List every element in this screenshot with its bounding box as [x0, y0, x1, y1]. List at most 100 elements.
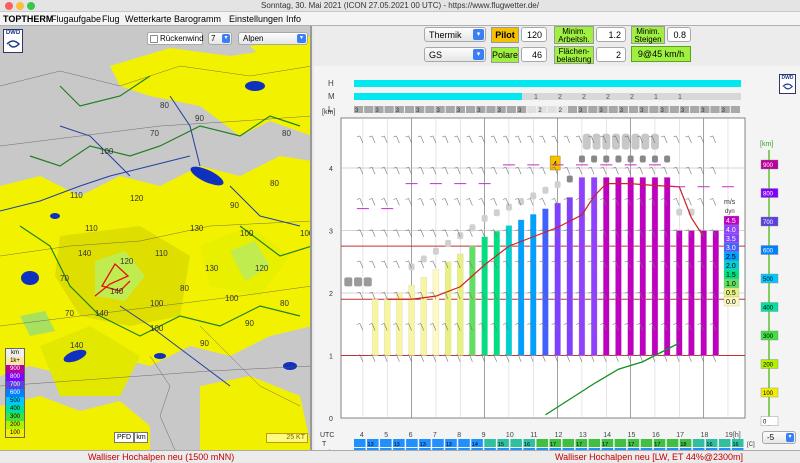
steigen-input[interactable]: 0.8 — [667, 27, 691, 42]
x-tick-label: 13 — [579, 432, 587, 439]
temp-cell — [627, 439, 640, 447]
temp-value: 13 — [394, 442, 400, 448]
cloud-low-value: 3 — [640, 108, 644, 114]
temp-cell — [419, 439, 431, 447]
pfd-label: PFD — [117, 434, 131, 441]
menu-barogramm[interactable]: Barogramm — [174, 14, 222, 24]
pilot-input[interactable]: 120 — [521, 27, 547, 42]
time-marker[interactable] — [549, 155, 561, 171]
wind-barb — [405, 323, 412, 331]
wind-barb — [417, 166, 425, 175]
cloud-low-cell — [415, 106, 425, 113]
wind-barb — [636, 354, 644, 362]
right-axis-label: 800 — [763, 192, 774, 198]
meteogram-panel: Thermik ▾ GS ▾ Pilot 120 Polare 46 Minim… — [314, 26, 800, 452]
wind-barb — [539, 354, 546, 362]
region-select[interactable]: Alpen ▾ — [238, 32, 308, 45]
menu-wetterkarte[interactable]: Wetterkarte — [125, 14, 172, 24]
chevron-down-icon: ▾ — [786, 433, 794, 442]
wind-barb — [466, 291, 473, 300]
cloud-low-value: 3 — [416, 108, 420, 114]
contour-label: 80 — [160, 101, 169, 110]
menu-flugaufgabe[interactable]: Flugaufgabe — [51, 14, 102, 24]
wind-barb — [624, 166, 631, 175]
right-axis-label: 700 — [763, 220, 774, 226]
wind-barb — [673, 354, 680, 362]
x-tick-label: 8 — [457, 432, 461, 439]
level-value: 7 — [211, 34, 216, 43]
wind-barb — [441, 354, 449, 362]
temp-value: 17 — [628, 442, 634, 448]
wind-barb — [527, 135, 534, 144]
menu-flug[interactable]: Flug — [102, 14, 120, 24]
wind-barb — [441, 166, 449, 175]
flaechen-input[interactable]: 2 — [596, 47, 626, 62]
pfd-toggle[interactable]: PFD — [114, 432, 134, 443]
cloud-low-cell — [455, 106, 466, 113]
wind-barb — [624, 135, 631, 144]
offset-value: -5 — [767, 433, 775, 442]
wind-barb — [612, 260, 619, 269]
glider-select[interactable]: GS ▾ — [424, 47, 486, 62]
km-toggle[interactable]: km — [134, 432, 148, 443]
cloud-low-value: 3 — [518, 108, 522, 114]
level-select[interactable]: 7 ▾ — [208, 32, 232, 45]
wind-barb — [393, 323, 400, 331]
wind-barb — [624, 291, 631, 300]
temp-value: 17 — [550, 442, 556, 448]
zoom-window-icon[interactable] — [27, 2, 35, 10]
menu-einstellungen[interactable]: Einstellungen — [229, 14, 284, 24]
cloud-low-cell — [700, 106, 710, 113]
temp-cell — [549, 439, 562, 447]
polare-label: Polare — [491, 47, 519, 63]
wind-barb — [612, 354, 619, 362]
offset-select[interactable]: -5 ▾ — [762, 431, 796, 444]
wind-barb — [368, 229, 376, 237]
right-axis-label: 0 — [763, 420, 767, 426]
contour-label: 100 — [300, 229, 312, 238]
cloud-cap — [505, 203, 512, 211]
wind-barb — [685, 260, 692, 269]
wind-barb — [600, 198, 607, 206]
close-window-icon[interactable] — [5, 2, 13, 10]
legend-item: 800 — [6, 373, 24, 381]
right-axis-label: 300 — [763, 334, 774, 340]
km-label: km — [136, 434, 146, 441]
right-axis-swatch — [760, 416, 779, 426]
wind-barb — [648, 198, 656, 206]
wind-barb — [515, 198, 522, 206]
cloud-low-cell — [679, 106, 690, 113]
wind-barb — [478, 198, 485, 206]
weather-map[interactable]: 80 90 100 110 120 130 140 100 80 70 110 140 120 90 80 7… — [0, 26, 312, 450]
cloud-low-cell — [618, 106, 628, 113]
result-display: 9@45 km/h — [631, 46, 691, 62]
cloud-mid-bar — [354, 93, 522, 100]
minimize-window-icon[interactable] — [16, 2, 24, 10]
menu-info[interactable]: Info — [286, 14, 302, 24]
wind-barb — [588, 291, 595, 300]
y-tick-label: 0 — [329, 416, 333, 423]
arbeitsh-input[interactable]: 1.2 — [596, 27, 626, 42]
wind-barb — [624, 354, 631, 362]
contour-label: 80 — [280, 299, 289, 308]
legend-item: 1k+ — [6, 357, 24, 365]
wind-barb — [551, 260, 558, 269]
polare-input[interactable]: 46 — [521, 47, 547, 62]
wind-barb — [429, 198, 437, 206]
cloud-low-cell — [557, 106, 567, 113]
rueckenwind-option[interactable]: Rückenwind — [147, 32, 204, 45]
rueckenwind-checkbox[interactable] — [150, 35, 158, 43]
thermal-column — [505, 225, 513, 356]
mode-select[interactable]: Thermik ▾ — [424, 27, 486, 42]
wind-barb — [478, 354, 485, 362]
wind-barb — [539, 291, 546, 300]
wind-barb — [600, 323, 607, 331]
cloud-low-cell — [567, 106, 578, 113]
wind-barb — [600, 229, 607, 237]
wind-barb — [673, 166, 680, 175]
thermal-column — [578, 177, 586, 356]
climb-unit: m/s — [724, 199, 736, 206]
menu-topthem[interactable]: TOPTHERM — [3, 14, 54, 24]
temp-cell — [484, 439, 496, 447]
